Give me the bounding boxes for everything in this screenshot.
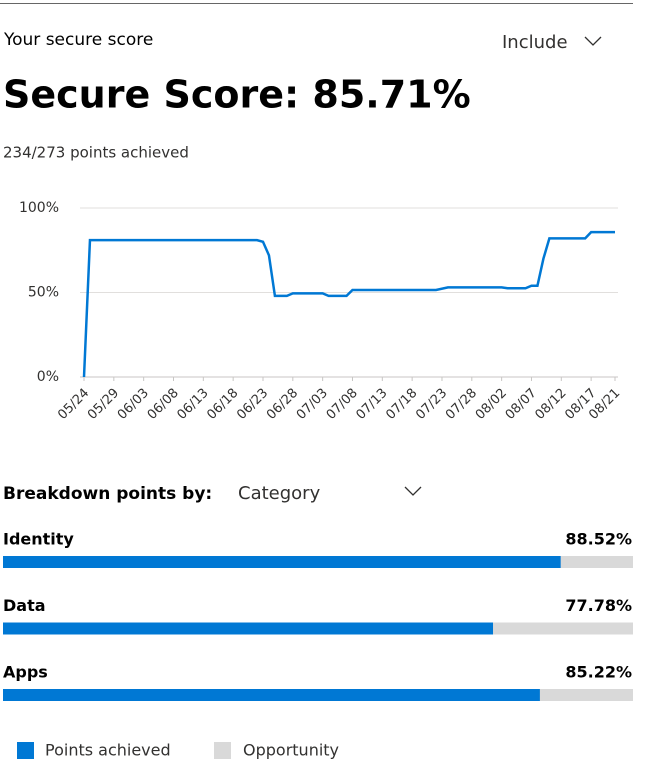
legend-swatch xyxy=(17,742,34,759)
x-tick-label: 08/02 xyxy=(473,386,510,423)
x-tick-label: 07/03 xyxy=(294,386,331,423)
score-heading: Secure Score: 85.71% xyxy=(3,73,471,117)
category-name: Identity xyxy=(3,530,74,549)
x-tick-label: 07/13 xyxy=(354,386,391,423)
breakdown-dropdown[interactable]: Category xyxy=(238,483,321,504)
legend-label: Points achieved xyxy=(45,741,171,760)
x-tick-label: 06/23 xyxy=(234,386,271,423)
x-tick-label: 06/08 xyxy=(145,386,182,423)
dropdown-chevron[interactable] xyxy=(404,486,422,496)
x-tick-label: 06/13 xyxy=(175,386,212,423)
category-name: Data xyxy=(3,596,46,615)
category-value: 77.78% xyxy=(565,596,632,615)
bar xyxy=(3,689,540,701)
x-tick-label: 07/18 xyxy=(383,386,420,423)
x-tick-label: 05/24 xyxy=(55,386,92,423)
y-tick-label: 100% xyxy=(19,200,59,216)
x-tick-label: 08/12 xyxy=(533,386,570,423)
bar xyxy=(3,556,561,568)
y-tick-label: 0% xyxy=(37,369,59,385)
x-tick-label: 08/07 xyxy=(503,386,540,423)
x-tick-label: 07/28 xyxy=(443,386,480,423)
breakdown-bars: Identity 88.52% Data 77.78% Apps 85.22% xyxy=(3,530,633,701)
points-text: 234/273 points achieved xyxy=(3,144,189,162)
category-name: Apps xyxy=(3,663,48,682)
line-chart: 0%50%100%05/2405/2906/0306/0806/1306/180… xyxy=(19,200,623,423)
panel-title: Your secure score xyxy=(3,30,153,50)
x-tick-label: 07/23 xyxy=(413,386,450,423)
x-tick-label: 06/03 xyxy=(115,386,152,423)
x-tick-label: 07/08 xyxy=(324,386,361,423)
dropdown-chevron[interactable] xyxy=(584,36,602,46)
legend-swatch xyxy=(214,742,231,759)
x-tick-label: 06/28 xyxy=(264,386,301,423)
x-tick-label: 06/18 xyxy=(204,386,241,423)
legend-label: Opportunity xyxy=(243,741,339,760)
x-tick-label: 05/29 xyxy=(85,386,122,423)
category-value: 85.22% xyxy=(565,663,632,682)
category-value: 88.52% xyxy=(565,530,632,549)
bar xyxy=(3,622,494,635)
breakdown-label: Breakdown points by: xyxy=(3,484,212,504)
filter-dropdown[interactable]: Include xyxy=(502,32,568,53)
y-tick-label: 50% xyxy=(28,285,59,301)
score-line xyxy=(82,230,615,378)
